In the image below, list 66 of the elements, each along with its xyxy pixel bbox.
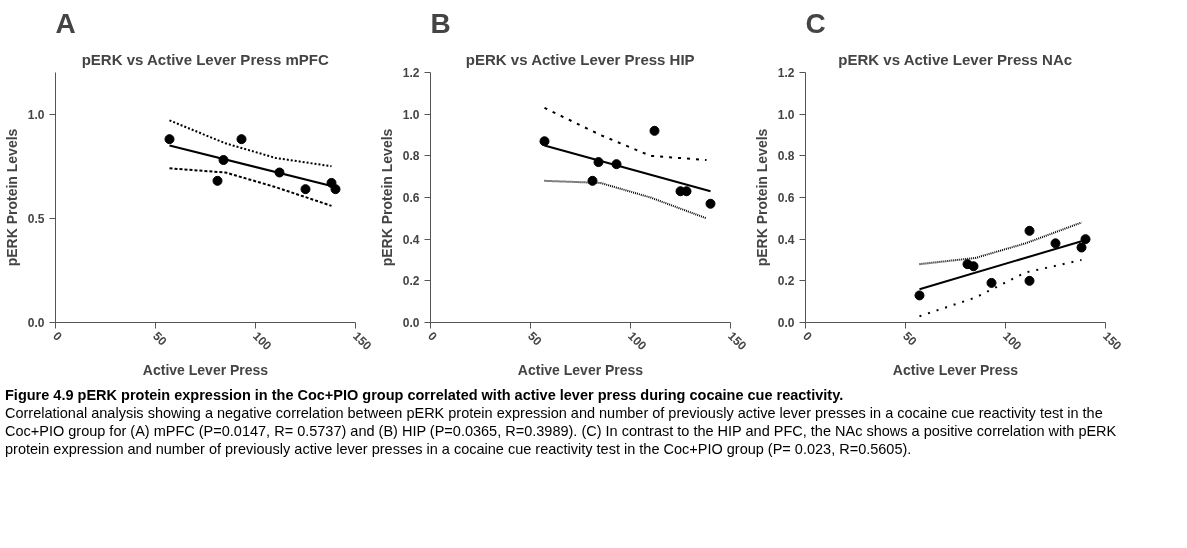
x-tick-label: 100 — [1000, 328, 1025, 354]
x-axis-title: Active Lever Press — [142, 362, 269, 379]
point — [1050, 238, 1061, 249]
y-tick-label: 1.0 — [777, 107, 795, 122]
y-tick-label: 0.0 — [777, 316, 795, 330]
point — [1076, 242, 1087, 253]
y-tick-label: 0.0 — [27, 316, 45, 330]
point — [300, 184, 311, 195]
x-tick-label: 50 — [900, 328, 920, 349]
x-tick-label: 0 — [800, 328, 816, 344]
point — [330, 184, 341, 195]
point — [587, 175, 598, 186]
y-tick-label: 0.4 — [777, 232, 795, 247]
y-tick-label: 0.6 — [777, 191, 795, 205]
y-tick-label: 0.2 — [777, 274, 795, 289]
point — [212, 175, 223, 186]
y-tick-label: 1.0 — [402, 107, 420, 122]
text: B — [430, 7, 451, 39]
x-tick-label: 100 — [250, 328, 275, 354]
line-series — [543, 106, 708, 161]
y-tick-label: 0.5 — [27, 211, 45, 226]
point — [1024, 225, 1035, 236]
y-tick-label: 1.0 — [27, 107, 45, 122]
y-axis-title: pERK Protein Levels — [378, 128, 395, 267]
point — [539, 136, 550, 147]
caption: Figure 4.9 pERK protein expression in the Coc+PIO group correlated with active lever press during cocaine cue reactivity. — [5, 386, 845, 405]
x-axis-title: Active Lever Press — [517, 362, 644, 379]
point — [236, 134, 247, 145]
x-tick-label: 150 — [1100, 328, 1125, 354]
point — [705, 198, 716, 209]
x-tick-label: 50 — [150, 328, 170, 349]
x-tick-label: 0 — [50, 328, 66, 344]
chart-title: pERK vs Active Lever Press HIP — [465, 50, 695, 68]
line-series — [918, 259, 1083, 318]
y-tick-label: 1.2 — [777, 66, 795, 80]
point — [968, 261, 979, 272]
y-tick-label: 0.8 — [777, 149, 795, 164]
x-tick-label: 100 — [625, 328, 650, 354]
chart-title: pERK vs Active Lever Press mPFC — [81, 50, 329, 68]
y-tick-label: 0.4 — [402, 232, 420, 247]
y-axis-title: pERK Protein Levels — [3, 128, 20, 267]
y-tick-label: 0.6 — [402, 191, 420, 205]
line-series — [918, 221, 1083, 266]
point — [914, 290, 925, 301]
chart-title: pERK vs Active Lever Press NAc — [838, 50, 1073, 68]
point — [986, 277, 997, 288]
y-axis-title: pERK Protein Levels — [753, 128, 770, 267]
point — [1024, 275, 1035, 286]
x-axis-title: Active Lever Press — [892, 362, 1019, 379]
y-tick-label: 0.8 — [402, 149, 420, 164]
text: C — [805, 7, 826, 39]
y-tick-label: 0.0 — [402, 316, 420, 330]
point — [649, 125, 660, 136]
line-series — [168, 167, 333, 207]
x-tick-label: 150 — [725, 328, 750, 354]
point — [164, 134, 175, 145]
x-tick-label: 50 — [525, 328, 545, 349]
line-series — [168, 119, 333, 168]
x-tick-label: 150 — [350, 328, 375, 354]
text: A — [55, 7, 76, 39]
line-series — [543, 179, 708, 220]
text: Correlational analysis showing a negative correlation between pERK protein expression and number of previously active lever presses in a cocaine cue reactivity test in the Coc+PIO group for (A) mPFC (P=0.0147, R= 0.5737) and (B) HIP (P=0.0365, R=0.3989). (C) In contrast to the HIP and PFC, the NAc shows a positive correlation with pERK protein expression and number of previously active lever presses in a cocaine cue reactivity test in the Coc+PIO group (P= 0.023, R=0.5605). — [5, 404, 1118, 459]
y-tick-label: 0.2 — [402, 274, 420, 289]
point — [1080, 234, 1091, 245]
x-tick-label: 0 — [425, 328, 441, 344]
y-tick-label: 1.2 — [402, 66, 420, 80]
